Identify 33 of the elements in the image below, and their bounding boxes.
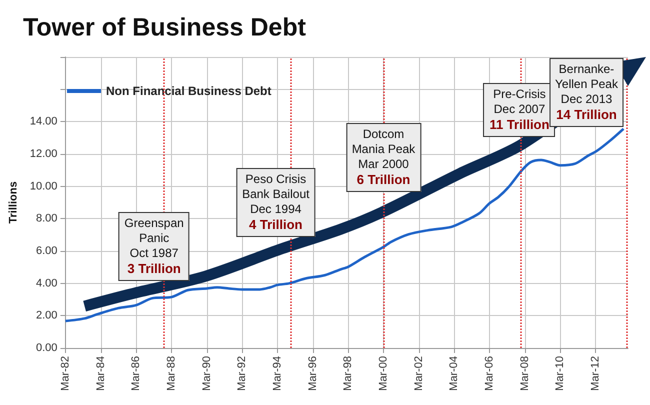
x-tick-label: Mar-92 xyxy=(236,356,248,391)
x-tick-label: Mar-12 xyxy=(590,356,602,391)
ref-line-label: Bernanke- Yellen Peak Dec 2013 14 Trillion xyxy=(555,62,618,123)
x-tick-label: Mar-94 xyxy=(271,356,284,391)
y-tick-label: 2.00 xyxy=(36,310,58,322)
ref-line-label: Pre-Crisis Dec 2007 11 Trillion xyxy=(489,87,550,133)
x-tick-label: Mar-02 xyxy=(412,356,425,391)
y-tick-label: 8.00 xyxy=(36,212,58,225)
legend-label: Non Financial Business Debt xyxy=(106,84,272,98)
x-tick-label: Mar-98 xyxy=(342,356,354,391)
y-tick-label: 12.00 xyxy=(30,148,58,160)
y-tick-label: 4.00 xyxy=(36,277,58,290)
x-tick-label: Mar-10 xyxy=(554,356,566,391)
x-tick-label: Mar-90 xyxy=(200,356,213,391)
x-tick-label: Mar-04 xyxy=(448,356,460,391)
x-tick-label: Mar-84 xyxy=(94,356,107,391)
y-tick-label: 10.00 xyxy=(30,180,58,192)
x-tick-label: Mar-96 xyxy=(306,356,319,391)
x-tick-label: Mar-82 xyxy=(59,356,72,391)
x-tick-label: Mar-86 xyxy=(130,356,142,391)
x-tick-label: Mar-06 xyxy=(483,356,496,391)
y-tick-label: 6.00 xyxy=(36,245,58,257)
x-tick-label: Mar-00 xyxy=(378,356,390,391)
y-tick-label: 14.00 xyxy=(30,116,58,128)
x-tick-label: Mar-88 xyxy=(165,356,178,391)
ref-line-label: Greenspan Panic Oct 1987 3 Trillion xyxy=(124,216,184,277)
y-tick-label: 0.00 xyxy=(36,342,58,354)
ref-line-label: Peso Crisis Bank Bailout Dec 1994 4 Trillion xyxy=(242,172,310,233)
y-axis-title: Trillions xyxy=(8,181,20,224)
chart-title: Tower of Business Debt xyxy=(23,14,307,42)
ref-line-label: Dotcom Mania Peak Mar 2000 6 Trillion xyxy=(352,127,416,188)
line-series xyxy=(64,128,625,322)
x-tick-label: Mar-08 xyxy=(518,356,531,391)
